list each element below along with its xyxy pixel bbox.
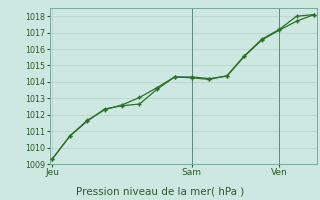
Text: Pression niveau de la mer( hPa ): Pression niveau de la mer( hPa ) [76, 186, 244, 196]
